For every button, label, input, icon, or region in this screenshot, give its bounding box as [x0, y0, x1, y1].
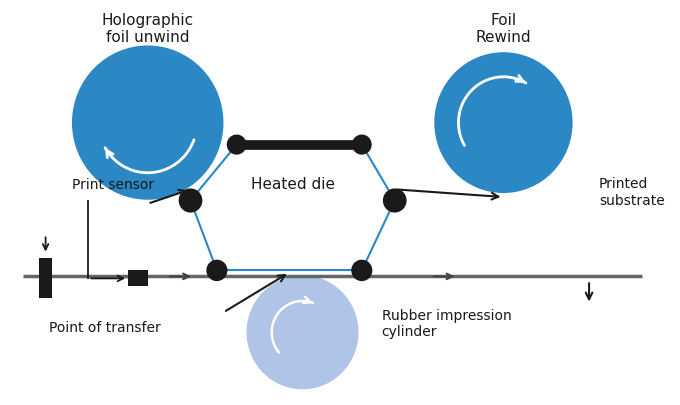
Ellipse shape: [179, 188, 203, 213]
Ellipse shape: [226, 134, 247, 155]
Text: Heated die: Heated die: [251, 177, 335, 192]
Ellipse shape: [206, 260, 227, 281]
Ellipse shape: [435, 52, 573, 193]
Ellipse shape: [352, 134, 372, 155]
Text: Holographic
foil unwind: Holographic foil unwind: [101, 13, 194, 45]
Text: Printed
substrate: Printed substrate: [599, 177, 665, 208]
Bar: [128, 271, 148, 286]
Text: Print sensor: Print sensor: [72, 177, 154, 192]
Text: Point of transfer: Point of transfer: [49, 321, 160, 335]
Ellipse shape: [352, 260, 373, 281]
Bar: [39, 258, 52, 298]
Text: Foil
Rewind: Foil Rewind: [475, 13, 531, 45]
Ellipse shape: [383, 188, 407, 213]
Text: Rubber impression
cylinder: Rubber impression cylinder: [381, 309, 511, 339]
Ellipse shape: [247, 275, 358, 389]
Ellipse shape: [72, 45, 224, 200]
